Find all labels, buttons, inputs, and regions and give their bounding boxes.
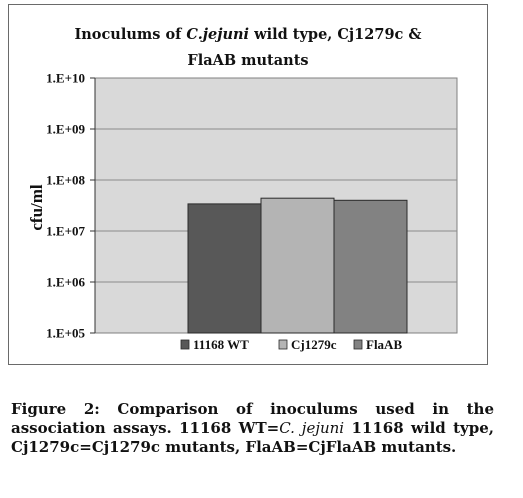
legend-label: Cj1279c xyxy=(291,337,337,352)
chart-title-line-1: Inoculums of C.jejuni wild type, Cj1279c… xyxy=(74,26,421,43)
caption-lead: Figure 2: Comparison of inoculums used i… xyxy=(11,400,494,437)
chart-title-part-2: wild type, Cj1279c & xyxy=(249,26,421,43)
legend-label: 11168 WT xyxy=(193,337,249,352)
y-axis-label: cfu/ml xyxy=(27,184,46,231)
legend-swatch xyxy=(278,339,288,350)
chart-title-part-1: C.jejuni xyxy=(186,26,249,43)
y-tick-label: 1.E+09 xyxy=(46,122,85,137)
figure-caption: Figure 2: Comparison of inoculums used i… xyxy=(11,400,494,457)
bar-11168-wt xyxy=(187,203,262,334)
y-tick-label: 1.E+07 xyxy=(46,224,85,239)
chart-frame: Inoculums of C.jejuni wild type, Cj1279c… xyxy=(8,4,488,365)
y-tick-label: 1.E+08 xyxy=(46,173,85,188)
caption-tail: 11168 wild type, Cj1279c=Cj1279c mutants… xyxy=(11,419,495,456)
legend-swatch xyxy=(353,339,363,350)
y-tick-label: 1.E+05 xyxy=(46,326,85,341)
legend-swatch xyxy=(180,339,190,350)
chart-title-line-2: FlaAB mutants xyxy=(187,52,308,69)
legend-label: FlaAB xyxy=(366,337,402,352)
chart-title-part-0: Inoculums of xyxy=(74,26,186,43)
bar-cj1279c xyxy=(260,197,335,334)
bar-flaab xyxy=(333,199,408,334)
y-tick-label: 1.E+06 xyxy=(46,275,85,290)
bar-chart: Inoculums of C.jejuni wild type, Cj1279c… xyxy=(27,26,458,352)
caption-species: C. jejuni xyxy=(279,419,345,437)
y-tick-label: 1.E+10 xyxy=(46,71,85,86)
